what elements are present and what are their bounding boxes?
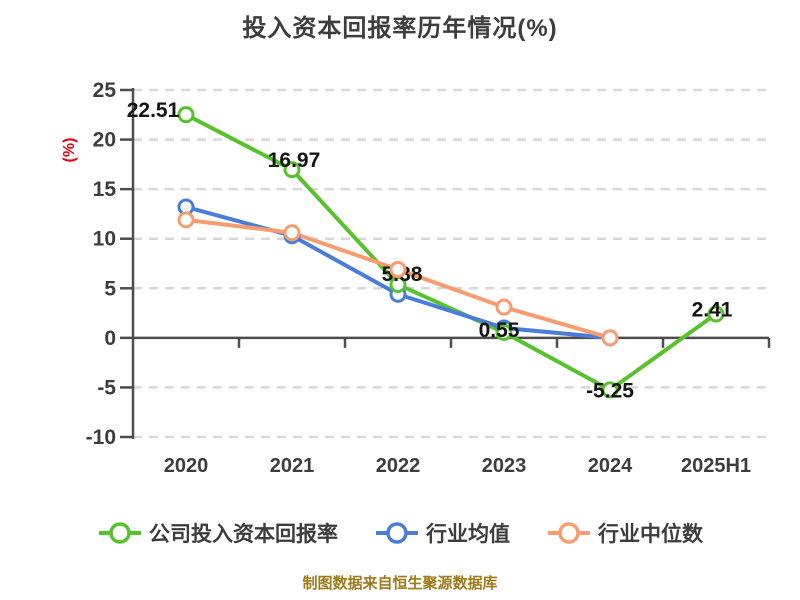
- x-axis-label: 2022: [376, 455, 421, 477]
- data-point-marker: [707, 305, 725, 323]
- legend-item-industry-median: 行业中位数: [546, 518, 703, 548]
- legend-marker-blue-icon: [376, 522, 418, 544]
- data-point-marker: [495, 323, 513, 341]
- data-point-marker: [177, 211, 195, 229]
- data-source-note: 制图数据来自恒生聚源数据库: [302, 575, 498, 592]
- legend-marker-green-icon: [99, 522, 141, 544]
- x-axis-label: 2025H1: [681, 455, 751, 477]
- data-point-marker: [495, 298, 513, 316]
- data-point-label: 2.41: [692, 298, 733, 321]
- y-axis-unit-label: (%): [61, 138, 78, 163]
- y-tick-label: -10: [86, 426, 116, 449]
- legend-marker-orange-icon: [548, 522, 590, 544]
- data-point-marker: [601, 329, 619, 347]
- y-tick-label: -5: [97, 376, 116, 399]
- data-point-marker: [389, 260, 407, 278]
- y-tick-label: 15: [93, 178, 117, 201]
- y-tick-label: 0: [104, 327, 116, 350]
- legend-item-company-roic: 公司投入资本回报率: [97, 518, 338, 548]
- chart-title: 投入资本回报率历年情况(%): [242, 15, 558, 42]
- series-line-0: [184, 112, 718, 392]
- data-point-marker: [283, 161, 301, 179]
- x-axis-label: 2021: [270, 455, 315, 477]
- data-point-label: 16.97: [268, 149, 321, 172]
- data-point-label: 22.51: [127, 99, 180, 122]
- data-point-marker: [283, 224, 301, 242]
- y-tick-label: 25: [93, 79, 117, 102]
- y-tick-label: 20: [93, 129, 116, 152]
- data-point-marker: [177, 106, 195, 124]
- y-tick-label: 5: [104, 277, 116, 300]
- x-axis-label: 2020: [164, 455, 209, 477]
- y-tick-label: 10: [93, 228, 116, 251]
- x-axis-label: 2024: [588, 455, 633, 477]
- legend-label-industry-mean: 行业均值: [426, 523, 510, 546]
- legend-item-industry-mean: 行业均值: [374, 518, 510, 548]
- chart-legend: 公司投入资本回报率 行业均值 行业中位数: [0, 518, 800, 548]
- data-point-marker: [601, 381, 619, 399]
- legend-label-company-roic: 公司投入资本回报率: [149, 523, 338, 546]
- legend-label-industry-median: 行业中位数: [598, 523, 703, 546]
- chart-canvas: 25 20 15 10 5 0 -5 -10 2020 2021 2022 2023 2024 2025H…: [61, 79, 771, 477]
- data-point-label: 0.55: [479, 319, 520, 342]
- data-point-label: -5.25: [586, 379, 634, 402]
- x-axis-label: 2023: [482, 455, 527, 477]
